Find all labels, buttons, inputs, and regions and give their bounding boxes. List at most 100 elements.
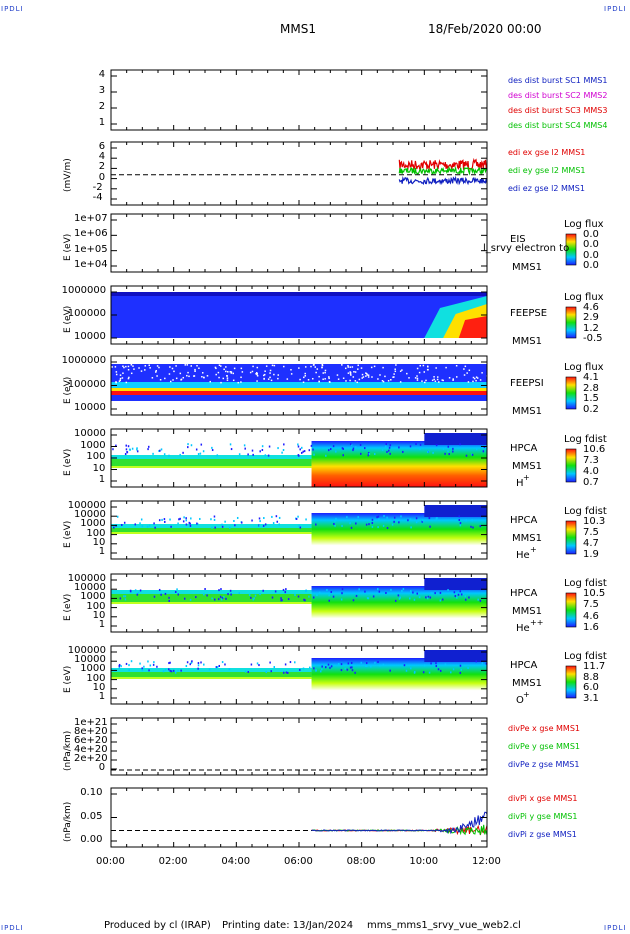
ytick-hpca-hepp-0: 100000 xyxy=(67,573,106,584)
hpca-he-band xyxy=(111,528,312,532)
side-charge-hpca-h: + xyxy=(523,473,530,482)
feepsi-red-band xyxy=(111,391,487,395)
colorbar-value-feepse-2: 1.2 xyxy=(583,322,599,334)
hpca-he-band-bottom xyxy=(111,532,312,534)
ytick-divpi-1: 0.05 xyxy=(80,810,103,822)
corner-mark-bottom-right: IPDLI xyxy=(604,924,627,932)
legend-des-dist-3: des dist burst SC4 MMS4 xyxy=(508,121,608,130)
colorbar-value-hpca-o-1: 8.8 xyxy=(583,671,599,683)
colorbar-value-feepsi-1: 2.8 xyxy=(583,382,599,394)
side-mission-eis: MMS1 xyxy=(512,262,542,273)
footer-printing: Printing date: 13/Jan/2024 xyxy=(222,920,354,931)
side-mission-feepse: MMS1 xyxy=(512,336,542,347)
legend-divpi-1: divPi y gse MMS1 xyxy=(508,812,578,821)
feepsi-yellow-band xyxy=(111,388,487,391)
xtick-0: 00:00 xyxy=(96,856,125,867)
divpi-series-2 xyxy=(311,811,488,835)
side-label-feepse: FEEPSE xyxy=(510,308,548,319)
ytick-hpca-o-5: 1 xyxy=(98,691,106,702)
ytick-eis-0: 1e+07 xyxy=(74,213,108,224)
panel-hpca-he xyxy=(110,500,577,560)
side-label-hpca-o: HPCA xyxy=(510,660,538,671)
feepsi-cyan-band xyxy=(111,382,487,388)
ytick-hpca-hepp-4: 10 xyxy=(92,609,106,621)
edi-series-2 xyxy=(398,175,488,186)
panel-hpca-o xyxy=(110,645,577,705)
ytick-divpe-4: 2e+20 xyxy=(74,753,108,764)
panel-frame-divpi xyxy=(110,787,488,848)
hpca-hepp-late-high-energy xyxy=(424,578,487,590)
hpca-o-band-bottom xyxy=(111,677,312,679)
colorbar-value-hpca-h-3: 0.7 xyxy=(583,477,599,488)
xtick-1: 02:00 xyxy=(158,856,188,867)
side-mission-feepsi: MMS1 xyxy=(512,406,542,417)
ytick-edi-e-4: -2 xyxy=(92,181,103,193)
ytick-feepsi-2: 10000 xyxy=(74,402,106,413)
colorbar-hpca-hepp xyxy=(565,592,577,628)
legend-des-dist-0: des dist burst SC1 MMS1 xyxy=(508,76,608,85)
panel-eis xyxy=(110,213,577,273)
ylabel-hpca-o: E (eV) xyxy=(63,665,73,693)
side-mission-hpca-hepp: MMS1 xyxy=(512,606,542,617)
xtick-5: 10:00 xyxy=(409,856,439,867)
ytick-divpe-3: 4e+20 xyxy=(74,744,108,755)
colorbar-value-eis-2: 0.0 xyxy=(583,249,599,261)
legend-des-dist-1: des dist burst SC2 MMS2 xyxy=(508,91,608,100)
hpca-o-band xyxy=(111,672,312,677)
ytick-hpca-h-2: 100 xyxy=(86,451,106,462)
xtick-6: 12:00 xyxy=(472,856,501,867)
ytick-des-dist-1: 3 xyxy=(98,85,106,96)
hpca-h-late-high-energy xyxy=(424,433,487,445)
colorbar-feepse xyxy=(565,306,577,339)
colorbar-hpca-h xyxy=(565,448,577,483)
side-mission-hpca-o: MMS1 xyxy=(512,678,542,689)
ytick-hpca-he-0: 100000 xyxy=(67,500,106,511)
colorbar-value-hpca-he-2: 4.7 xyxy=(583,538,599,549)
ytick-edi-e-5: -4 xyxy=(92,192,103,203)
hpca-o-band-top xyxy=(111,668,312,672)
hpca-hepp-enhanced-region xyxy=(311,586,487,622)
panel-hpca-h xyxy=(110,428,577,488)
colorbar-title-hpca-hepp: Log fdist xyxy=(564,578,607,589)
ytick-divpe-0: 1e+21 xyxy=(74,717,108,728)
colorbar-value-feepsi-3: 0.2 xyxy=(583,404,599,415)
colorbar-title-hpca-h: Log fdist xyxy=(564,434,607,445)
colorbar-value-feepse-1: 2.9 xyxy=(583,312,599,324)
ytick-hpca-o-2: 1000 xyxy=(80,663,106,675)
ytick-hpca-hepp-1: 10000 xyxy=(74,582,106,594)
ylabel-divpe: (nPa/km) xyxy=(63,730,73,771)
panel-frame-divpe xyxy=(110,717,488,776)
ytick-des-dist-2: 2 xyxy=(98,101,106,112)
feepse-top-edge xyxy=(111,292,487,296)
ylabel-feepsi: E (eV) xyxy=(63,376,73,404)
hpca-he-band-top xyxy=(111,524,312,528)
colorbar-value-hpca-h-1: 7.3 xyxy=(583,455,599,466)
ylabel-hpca-h: E (eV) xyxy=(63,448,73,476)
colorbar-value-hpca-hepp-2: 4.6 xyxy=(583,610,599,622)
panel-edi-e xyxy=(110,141,488,206)
side-species-hpca-h: H xyxy=(516,478,524,489)
ytick-hpca-hepp-2: 1000 xyxy=(80,591,106,603)
ytick-feepse-1: 100000 xyxy=(67,308,106,319)
side-charge-hpca-he: + xyxy=(530,545,537,554)
hpca-h-band xyxy=(111,459,312,466)
side-mission-hpca-he: MMS1 xyxy=(512,533,542,544)
colorbar-value-feepse-3: -0.5 xyxy=(583,333,603,344)
colorbar-value-hpca-h-0: 10.6 xyxy=(583,444,606,455)
ytick-divpe-2: 6e+20 xyxy=(74,735,108,746)
ytick-feepsi-0: 1000000 xyxy=(61,355,107,366)
colorbar-value-hpca-hepp-0: 10.5 xyxy=(583,588,606,599)
side-species-hpca-he: He xyxy=(516,550,530,561)
corner-mark-top-right: IPDLI xyxy=(604,5,627,13)
side-label-hpca-he: HPCA xyxy=(510,515,538,526)
colorbar-value-hpca-h-2: 4.0 xyxy=(583,466,599,477)
hpca-hepp-band-top xyxy=(111,590,312,594)
ytick-hpca-h-1: 1000 xyxy=(80,439,106,451)
panel-divpe xyxy=(110,717,488,776)
ytick-hpca-h-0: 10000 xyxy=(74,428,106,439)
hpca-h-enhanced-region xyxy=(311,441,487,487)
colorbar-value-hpca-hepp-3: 1.6 xyxy=(583,622,599,633)
colorbar-title-feepse: Log flux xyxy=(564,292,604,303)
side-charge-hpca-o: + xyxy=(523,690,530,699)
